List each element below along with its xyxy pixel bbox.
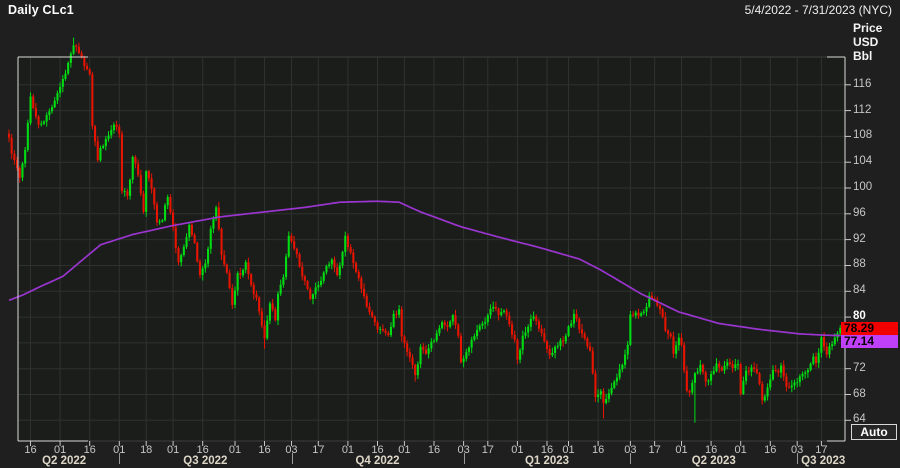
x-tick-label: 01: [341, 444, 355, 456]
price-axis-unit: Price USD Bbl: [853, 21, 882, 63]
x-tick-label: 16: [764, 444, 777, 456]
x-tick-label: 03: [285, 444, 298, 456]
x-tick-label: 03: [791, 444, 804, 456]
x-tick-label: 01: [228, 444, 242, 456]
gridlines: [18, 57, 845, 441]
y-tick-label: 116: [853, 77, 872, 90]
x-tick-label: 01: [675, 444, 688, 456]
x-tick-label: 16: [371, 444, 384, 456]
x-tick-label: 17: [815, 444, 828, 456]
auto-scale-button[interactable]: Auto: [851, 424, 897, 440]
y-tick-label: 84: [853, 284, 866, 297]
chart-title: Daily CLc1: [8, 3, 74, 17]
quarter-separator: [463, 453, 465, 464]
y-tick-label: 80: [853, 310, 866, 323]
quarter-label: Q1 2023: [524, 455, 570, 467]
ma-value-badge: 77.14: [841, 334, 898, 348]
x-tick-label: 01: [166, 444, 180, 456]
x-tick-label: 01: [398, 444, 411, 456]
quarter-label: Q3 2023: [801, 455, 846, 467]
x-tick-label: 16: [704, 444, 718, 456]
x-tick-label: 16: [83, 444, 96, 456]
x-tick-label: 01: [53, 444, 67, 456]
y-tick-label: 92: [853, 232, 866, 245]
x-tick-label: 01: [562, 444, 575, 456]
x-tick-label: 01: [113, 444, 126, 456]
last-price-badge: 78.29: [841, 321, 898, 335]
quarter-label: Q2 2022: [42, 455, 87, 467]
quarter-separator: [291, 453, 293, 464]
quarter-label: Q3 2022: [183, 455, 228, 467]
quarter-label: Q2 2023: [691, 455, 736, 467]
moving-average-line: [8, 200, 841, 337]
quarter-separator: [797, 453, 799, 464]
plot-border: [17, 56, 846, 442]
x-tick-label: 16: [591, 444, 605, 456]
x-tick-label: 16: [427, 444, 441, 456]
x-tick-label: 01: [734, 444, 747, 456]
x-tick-label: 16: [258, 444, 271, 456]
y-tick-label: 104: [853, 155, 873, 168]
quarter-separator: [630, 453, 632, 464]
quarter-separator: [119, 453, 121, 464]
date-range-label: 5/4/2022 - 7/31/2023 (NYC): [744, 3, 892, 17]
x-tick-label: 17: [481, 444, 494, 456]
x-tick-label: 03: [457, 444, 470, 456]
plot-area[interactable]: [18, 57, 845, 441]
x-tick-label: 16: [196, 444, 209, 456]
y-tick-label: 96: [853, 206, 866, 219]
quarter-label: Q4 2022: [355, 455, 400, 467]
y-tick-label: 68: [853, 387, 866, 400]
y-tick-label: 88: [853, 258, 866, 271]
x-tick-label: 03: [624, 444, 637, 456]
unit-line-price: Price: [853, 21, 883, 35]
x-tick-label: 01: [511, 444, 524, 456]
y-tick-label: 108: [853, 129, 873, 142]
y-tick-label: 72: [853, 361, 866, 374]
unit-line-usd: USD: [853, 35, 879, 49]
axis-tick-marks: [30, 84, 851, 446]
x-tick-label: 16: [24, 444, 37, 456]
y-tick-label: 100: [853, 181, 873, 193]
y-tick-label: 112: [853, 103, 872, 116]
y-tick-label: 64: [853, 413, 866, 426]
x-tick-label: 17: [312, 444, 325, 456]
x-tick-label: 18: [140, 444, 153, 456]
x-tick-label: 16: [540, 444, 554, 456]
x-tick-label: 17: [648, 444, 661, 456]
candlestick-series: [8, 37, 842, 423]
unit-line-bbl: Bbl: [853, 49, 873, 63]
